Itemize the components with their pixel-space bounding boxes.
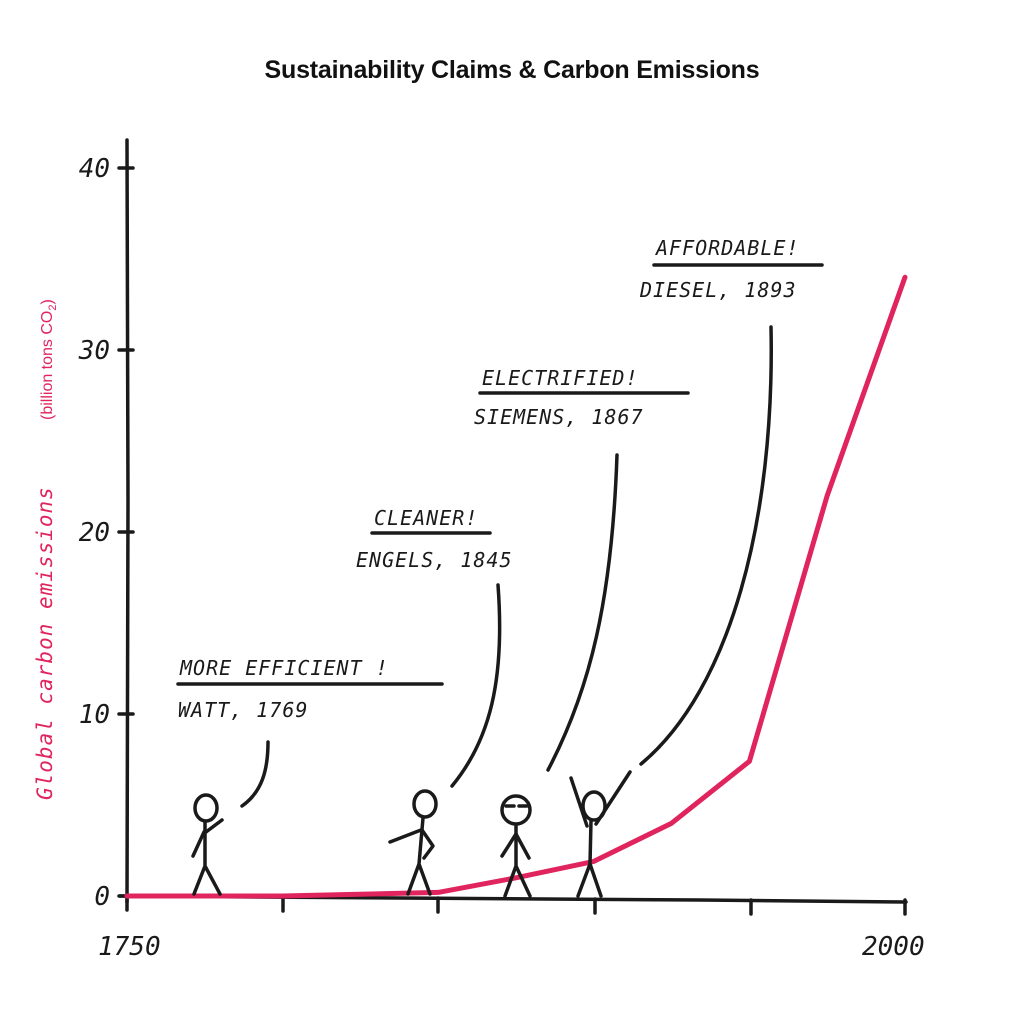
y-unit-subscript: 2 — [47, 305, 59, 311]
annotation-claim: CLEANER! — [374, 506, 478, 530]
x-tick-label-end: 2000 — [862, 932, 925, 962]
y-axis-label: Global carbon emissions — [33, 486, 57, 800]
annotation-engels: CLEANER! ENGELS, 1845 — [356, 506, 513, 788]
annotation-source: SIEMENS, 1867 — [474, 405, 644, 429]
stick-figure-siemens — [500, 794, 532, 898]
annotation-siemens: ELECTRIFIED! SIEMENS, 1867 — [474, 366, 690, 772]
annotation-source: DIESEL, 1893 — [639, 278, 797, 302]
y-tick-label: 10 — [79, 700, 110, 730]
annotation-source: WATT, 1769 — [178, 698, 308, 722]
annotation-claim: MORE EFFICIENT ! — [179, 656, 389, 680]
y-unit-text: (billion tons CO — [39, 311, 56, 420]
chart-title: Sustainability Claims & Carbon Emissions — [264, 56, 760, 84]
stick-figure-watt — [191, 793, 224, 896]
annotation-pointer — [546, 453, 619, 772]
svg-text:(billion tons CO2): (billion tons CO2) — [39, 299, 59, 420]
series-line-emissions — [124, 274, 908, 899]
y-axis — [125, 138, 130, 904]
annotation-claim: ELECTRIFIED! — [482, 366, 639, 390]
y-unit-close: ) — [39, 299, 56, 304]
y-axis-title: Global carbon emissions — [33, 486, 57, 800]
y-tick-label: 0 — [94, 882, 110, 912]
annotation-claim: AFFORDABLE! — [654, 236, 799, 260]
annotation-diesel: AFFORDABLE! DIESEL, 1893 — [639, 236, 824, 766]
annotation-source: ENGELS, 1845 — [356, 548, 513, 572]
y-ticks: 0 10 20 30 40 — [78, 154, 135, 912]
x-tick-label-start: 1750 — [98, 932, 161, 962]
annotation-watt: MORE EFFICIENT ! WATT, 1769 — [176, 656, 444, 808]
y-tick-label: 40 — [79, 154, 110, 184]
y-axis-unit: (billion tons CO2) — [39, 299, 59, 420]
annotation-pointer — [639, 325, 773, 766]
y-tick-label: 30 — [78, 336, 110, 366]
y-tick-label: 20 — [79, 518, 110, 548]
annotation-pointer — [240, 740, 270, 808]
annotation-pointer — [450, 583, 502, 788]
stick-figure-diesel — [569, 770, 632, 898]
stick-figure-engels — [388, 789, 438, 896]
